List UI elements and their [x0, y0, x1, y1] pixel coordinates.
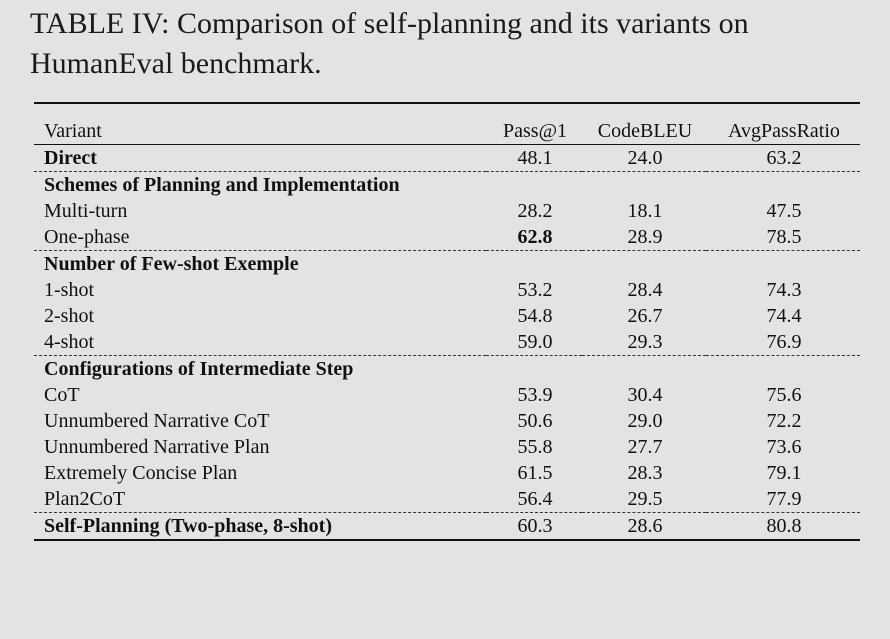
cell-pass1: 61.5	[517, 462, 553, 484]
row-label: Direct	[34, 144, 486, 172]
cell-codebleu: 28.6	[627, 515, 663, 537]
column-header-avgpassratio: AvgPassRatio	[728, 120, 840, 142]
cell-avgpassratio: 63.2	[706, 144, 860, 172]
cell-pass1: 60.3	[517, 515, 553, 537]
table-row: One-phase 62.8 28.9 78.5	[34, 224, 860, 251]
cell-codebleu: 28.4	[627, 279, 663, 301]
row-label: One-phase	[34, 224, 486, 251]
cell-codebleu: 29.0	[627, 410, 663, 432]
table-row: 4-shot 59.0 29.3 76.9	[34, 329, 860, 356]
cell-avgpassratio: 75.6	[766, 384, 802, 406]
cell-pass1: 59.0	[486, 329, 582, 356]
cell-avgpassratio: 77.9	[706, 486, 860, 513]
cell-avgpassratio-best: 80.8	[766, 515, 802, 537]
cell-pass1: 28.2	[517, 200, 553, 222]
row-label: 4-shot	[34, 329, 486, 356]
cell-avgpassratio: 47.5	[766, 200, 802, 222]
cell-codebleu: 18.1	[627, 200, 663, 222]
row-label: Unnumbered Narrative CoT	[44, 410, 270, 432]
table-row: Unnumbered Narrative Plan 55.8 27.7 73.6	[34, 434, 860, 460]
cell-pass1: 53.2	[517, 279, 553, 301]
row-label: Plan2CoT	[34, 486, 486, 513]
section-header-intermediate-step: Configurations of Intermediate Step	[34, 356, 860, 383]
cell-codebleu: 29.3	[582, 329, 706, 356]
cell-avgpassratio: 76.9	[706, 329, 860, 356]
cell-pass1: 56.4	[486, 486, 582, 513]
column-header-pass1: Pass@1	[503, 120, 567, 142]
column-header-variant: Variant	[44, 120, 102, 142]
cell-avgpassratio: 72.2	[766, 410, 802, 432]
cell-pass1: 54.8	[517, 305, 553, 327]
table-row-direct: Direct 48.1 24.0 63.2	[34, 144, 860, 172]
table-row: Plan2CoT 56.4 29.5 77.9	[34, 486, 860, 513]
cell-avgpassratio: 79.1	[766, 462, 802, 484]
cell-codebleu: 24.0	[582, 144, 706, 172]
section-title: Number of Few-shot Exemple	[44, 253, 299, 275]
cell-avgpassratio: 74.3	[766, 279, 802, 301]
cell-avgpassratio: 78.5	[706, 224, 860, 251]
section-title: Schemes of Planning and Implementation	[44, 174, 400, 196]
cell-codebleu: 30.4	[627, 384, 663, 406]
cell-pass1: 50.6	[517, 410, 553, 432]
table-row: 2-shot 54.8 26.7 74.4	[34, 303, 860, 329]
row-label: Multi-turn	[44, 200, 128, 222]
section-header-planning-schemes: Schemes of Planning and Implementation	[34, 172, 860, 199]
table-row: Unnumbered Narrative CoT 50.6 29.0 72.2	[34, 408, 860, 434]
cell-pass1-best: 62.8	[486, 224, 582, 251]
row-label: Self-Planning (Two-phase, 8-shot)	[44, 515, 332, 537]
cell-codebleu: 26.7	[627, 305, 663, 327]
table-row: CoT 53.9 30.4 75.6	[34, 382, 860, 408]
row-label: 1-shot	[44, 279, 94, 301]
cell-codebleu: 28.3	[627, 462, 663, 484]
row-label: Unnumbered Narrative Plan	[44, 436, 270, 458]
table-caption: TABLE IV: Comparison of self-planning an…	[30, 7, 749, 80]
cell-pass1: 55.8	[517, 436, 553, 458]
cell-codebleu: 27.7	[627, 436, 663, 458]
section-header-few-shot: Number of Few-shot Exemple	[34, 251, 860, 278]
table-row-self-planning: Self-Planning (Two-phase, 8-shot) 60.3 2…	[34, 513, 860, 541]
table-header-row: Variant Pass@1 CodeBLEU AvgPassRatio	[34, 103, 860, 145]
section-title: Configurations of Intermediate Step	[44, 358, 354, 380]
row-label: CoT	[44, 384, 80, 406]
cell-codebleu: 28.9	[582, 224, 706, 251]
table-row: Multi-turn 28.2 18.1 47.5	[34, 198, 860, 224]
results-table: Variant Pass@1 CodeBLEU AvgPassRatio Dir…	[34, 102, 860, 541]
cell-avgpassratio: 73.6	[766, 436, 802, 458]
cell-pass1: 53.9	[517, 384, 553, 406]
row-label: 2-shot	[44, 305, 94, 327]
cell-avgpassratio: 74.4	[766, 305, 802, 327]
table-row: 1-shot 53.2 28.4 74.3	[34, 277, 860, 303]
cell-pass1: 48.1	[486, 144, 582, 172]
table-row: Extremely Concise Plan 61.5 28.3 79.1	[34, 460, 860, 486]
results-table-container: Variant Pass@1 CodeBLEU AvgPassRatio Dir…	[34, 102, 860, 541]
column-header-codebleu: CodeBLEU	[597, 120, 693, 142]
row-label: Extremely Concise Plan	[44, 462, 238, 484]
cell-codebleu: 29.5	[582, 486, 706, 513]
